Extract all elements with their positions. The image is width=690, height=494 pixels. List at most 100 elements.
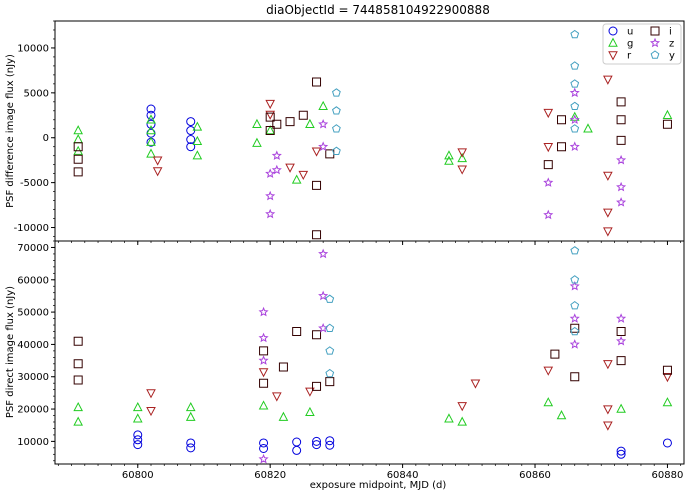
data-point-i bbox=[616, 115, 626, 125]
legend-box bbox=[602, 23, 682, 65]
data-point-g bbox=[258, 400, 269, 410]
data-point-u bbox=[616, 446, 626, 456]
data-point-u bbox=[259, 438, 269, 448]
data-point-u bbox=[292, 437, 302, 447]
data-point-r bbox=[457, 148, 468, 158]
top-y-axis-label: PSF difference image flux (nJy) bbox=[5, 54, 16, 208]
data-point-y bbox=[332, 146, 341, 155]
data-point-g bbox=[444, 150, 454, 160]
data-point-g bbox=[132, 401, 143, 412]
top-panel: -10000 -5000 0 5000 10000 bbox=[14, 20, 685, 245]
data-point-z bbox=[569, 114, 580, 125]
data-point-r bbox=[470, 379, 481, 389]
data-point-u bbox=[133, 440, 143, 450]
x-axis-label: exposure midpoint, MJD (d) bbox=[310, 480, 447, 491]
data-point-z bbox=[318, 290, 329, 301]
data-point-g bbox=[73, 416, 84, 426]
legend: u i g z r y bbox=[602, 23, 682, 65]
data-point-z bbox=[616, 313, 627, 323]
data-point-r bbox=[543, 108, 554, 119]
y-tick-label: 10000 bbox=[17, 43, 49, 54]
plot-frame bbox=[54, 240, 685, 465]
series-z bbox=[265, 87, 627, 220]
data-point-r bbox=[543, 143, 554, 153]
y-tick-label: 0 bbox=[43, 133, 49, 144]
data-point-i bbox=[325, 377, 335, 387]
data-point-z bbox=[318, 248, 329, 259]
data-point-u bbox=[325, 440, 335, 450]
data-point-y bbox=[570, 61, 580, 70]
data-point-r bbox=[662, 373, 673, 383]
data-point-y bbox=[332, 124, 341, 133]
series-g bbox=[73, 100, 673, 184]
data-point-i bbox=[616, 356, 626, 366]
data-point-i bbox=[570, 372, 580, 382]
data-point-z bbox=[258, 306, 269, 317]
data-point-z bbox=[616, 197, 627, 207]
bottom-y-axis-label: PSF direct image flux (nJy) bbox=[5, 286, 16, 418]
data-point-r bbox=[305, 387, 315, 397]
data-point-i bbox=[616, 326, 626, 336]
data-point-r bbox=[603, 405, 613, 415]
y-tick-label: 40000 bbox=[17, 340, 49, 351]
data-point-i bbox=[543, 160, 553, 170]
data-point-z bbox=[265, 190, 276, 201]
data-point-y bbox=[570, 29, 580, 39]
series-y bbox=[332, 29, 580, 155]
data-point-u bbox=[186, 135, 196, 145]
data-point-y bbox=[325, 346, 335, 355]
data-point-r bbox=[457, 402, 468, 412]
data-point-z bbox=[258, 332, 269, 343]
data-point-u bbox=[146, 104, 156, 114]
data-point-i bbox=[557, 115, 567, 125]
series-r bbox=[152, 75, 613, 237]
data-point-y bbox=[332, 88, 341, 97]
series-r bbox=[146, 360, 673, 431]
data-point-g bbox=[291, 174, 302, 184]
data-point-i bbox=[272, 119, 282, 129]
data-point-i bbox=[292, 326, 302, 336]
data-point-z bbox=[265, 208, 276, 219]
y-tick-label: 10000 bbox=[17, 437, 49, 448]
data-point-u bbox=[186, 142, 196, 152]
data-point-i bbox=[570, 323, 580, 333]
data-point-g bbox=[146, 136, 156, 146]
data-point-r bbox=[603, 360, 613, 370]
data-point-r bbox=[152, 167, 163, 177]
y-tick-label: 70000 bbox=[17, 243, 49, 254]
data-point-i bbox=[73, 375, 83, 385]
y-tick-label: -10000 bbox=[14, 223, 49, 234]
data-point-r bbox=[265, 110, 276, 120]
y-tick-label: 30000 bbox=[17, 372, 49, 383]
data-point-u bbox=[312, 436, 322, 446]
legend-marker-g bbox=[608, 37, 618, 47]
data-point-r bbox=[271, 392, 282, 402]
data-point-i bbox=[312, 180, 322, 190]
data-point-g bbox=[146, 148, 156, 158]
data-point-z bbox=[616, 181, 627, 192]
data-point-y bbox=[570, 101, 580, 111]
data-point-u bbox=[133, 430, 143, 440]
data-point-z bbox=[616, 335, 627, 346]
data-point-r bbox=[146, 406, 156, 417]
data-point-r bbox=[603, 227, 613, 237]
data-point-z bbox=[258, 453, 269, 464]
data-point-g bbox=[73, 401, 84, 412]
data-point-u bbox=[186, 443, 196, 453]
data-point-i bbox=[616, 135, 626, 145]
data-point-g bbox=[457, 152, 468, 163]
data-point-u bbox=[616, 449, 626, 459]
x-tick-label: 60800 bbox=[122, 470, 154, 481]
data-point-i bbox=[285, 117, 295, 127]
y-tick-label: 20000 bbox=[17, 405, 49, 416]
data-point-r bbox=[258, 368, 269, 378]
data-point-g bbox=[192, 150, 203, 160]
x-tick-label: 60820 bbox=[254, 470, 286, 481]
data-point-z bbox=[543, 209, 554, 220]
data-point-z bbox=[271, 164, 282, 175]
data-point-g bbox=[146, 114, 156, 124]
data-point-z bbox=[318, 141, 329, 152]
data-point-r bbox=[298, 170, 309, 181]
x-tick-label: 60840 bbox=[387, 470, 419, 481]
data-point-g bbox=[305, 118, 315, 128]
